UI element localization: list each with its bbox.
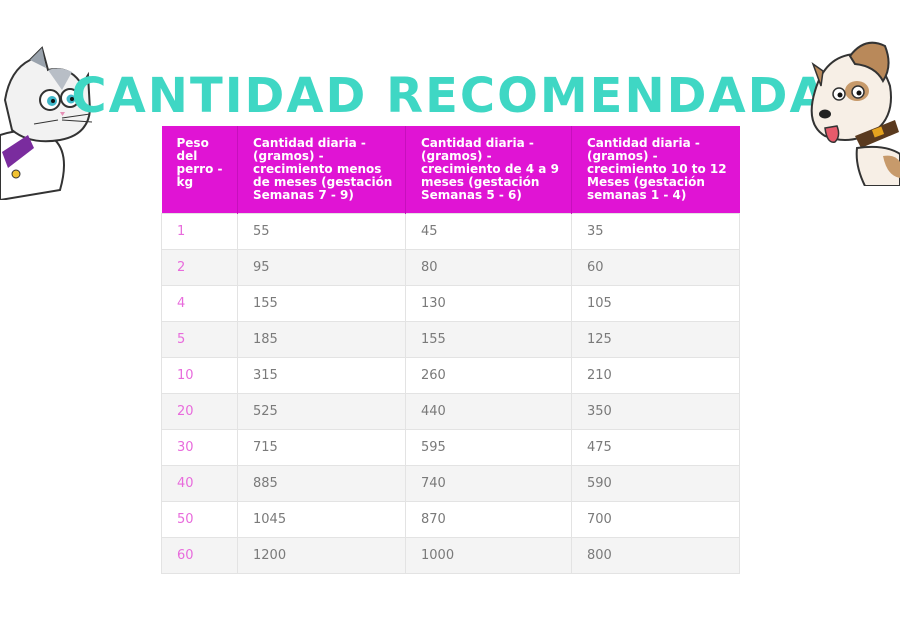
value-cell: 700 (571, 500, 740, 538)
value-cell: 80 (405, 248, 572, 286)
value-cell: 210 (571, 356, 740, 394)
weight-cell: 60 (161, 536, 238, 574)
value-cell: 125 (571, 320, 740, 358)
value-cell: 155 (237, 284, 406, 322)
value-cell: 1200 (237, 536, 406, 574)
value-cell: 870 (405, 500, 572, 538)
value-cell: 475 (571, 428, 740, 466)
table-row: 5 185 155 125 (161, 320, 740, 358)
table-row: 40 885 740 590 (161, 464, 740, 502)
value-cell: 55 (237, 212, 406, 250)
value-cell: 440 (405, 392, 572, 430)
value-cell: 35 (571, 212, 740, 250)
table-row: 4 155 130 105 (161, 284, 740, 322)
value-cell: 45 (405, 212, 572, 250)
table-row: 60 1200 1000 800 (161, 536, 740, 574)
value-cell: 715 (237, 428, 406, 466)
feeding-table: Peso del perro - kg Cantidad diaria - (g… (161, 126, 740, 574)
value-cell: 155 (405, 320, 572, 358)
value-cell: 740 (405, 464, 572, 502)
value-cell: 525 (237, 392, 406, 430)
table-header-row: Peso del perro - kg Cantidad diaria - (g… (161, 126, 740, 213)
table-row: 30 715 595 475 (161, 428, 740, 466)
value-cell: 1045 (237, 500, 406, 538)
header-growth-under-months: Cantidad diaria - (gramos) - crecimiento… (237, 126, 406, 213)
value-cell: 1000 (405, 536, 572, 574)
weight-cell: 4 (161, 284, 238, 322)
header-growth-4-9-months: Cantidad diaria - (gramos) - crecimiento… (405, 126, 572, 213)
value-cell: 590 (571, 464, 740, 502)
value-cell: 800 (571, 536, 740, 574)
cartoon-dog-icon (810, 41, 900, 186)
weight-cell: 5 (161, 320, 238, 358)
value-cell: 260 (405, 356, 572, 394)
table-row: 10 315 260 210 (161, 356, 740, 394)
table-row: 2 95 80 60 (161, 248, 740, 286)
cartoon-cat-icon (0, 46, 93, 200)
value-cell: 885 (237, 464, 406, 502)
weight-cell: 20 (161, 392, 238, 430)
weight-cell: 50 (161, 500, 238, 538)
value-cell: 60 (571, 248, 740, 286)
header-growth-10-12-months: Cantidad diaria - (gramos) - crecimiento… (571, 126, 740, 213)
table-row: 50 1045 870 700 (161, 500, 740, 538)
page-title: CANTIDAD RECOMENDADA (71, 68, 829, 125)
weight-cell: 30 (161, 428, 238, 466)
value-cell: 315 (237, 356, 406, 394)
value-cell: 350 (571, 392, 740, 430)
value-cell: 595 (405, 428, 572, 466)
table-row: 1 55 45 35 (161, 212, 740, 250)
header-weight: Peso del perro - kg (161, 126, 238, 213)
weight-cell: 40 (161, 464, 238, 502)
weight-cell: 2 (161, 248, 238, 286)
weight-cell: 1 (161, 212, 238, 250)
table-row: 20 525 440 350 (161, 392, 740, 430)
value-cell: 105 (571, 284, 740, 322)
value-cell: 95 (237, 248, 406, 286)
value-cell: 185 (237, 320, 406, 358)
weight-cell: 10 (161, 356, 238, 394)
value-cell: 130 (405, 284, 572, 322)
